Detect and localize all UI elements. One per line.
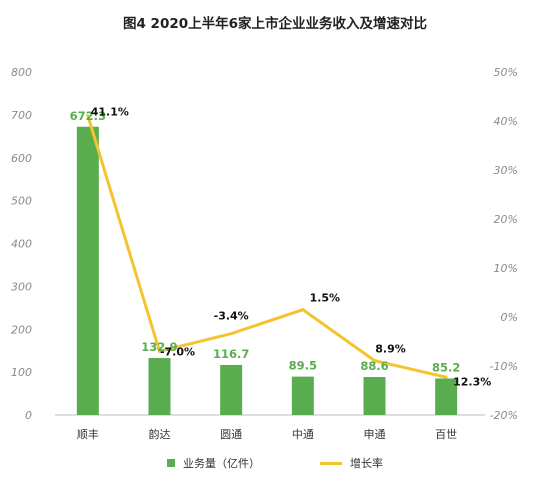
legend-swatch-volume — [167, 459, 175, 467]
bar — [148, 358, 171, 415]
x-tick-label: 圆通 — [220, 428, 242, 441]
y-left-tick-label: 800 — [11, 66, 32, 79]
y-right-tick-label: 0% — [501, 311, 518, 324]
y-right-tick-label: -20% — [490, 409, 518, 422]
growth-data-label: -3.4% — [214, 310, 249, 323]
chart-title: 图4 2020上半年6家上市企业业务收入及增速对比 — [122, 16, 428, 32]
bar-data-label: 89.5 — [289, 359, 317, 373]
x-tick-label: 顺丰 — [77, 428, 99, 441]
legend-label-growth: 增长率 — [350, 457, 383, 470]
y-right-tick-label: 50% — [494, 66, 518, 79]
growth-data-label: 41.1% — [91, 106, 129, 119]
bar-data-label: 672.3 — [70, 109, 106, 123]
legend-item-volume: 业务量（亿件） — [167, 455, 260, 471]
growth-point — [373, 359, 376, 363]
growth-data-label: 12.3% — [453, 375, 491, 388]
bar — [363, 377, 386, 415]
y-right-tick-label: -10% — [490, 360, 518, 373]
growth-point — [301, 308, 305, 312]
y-right-tick-label: 10% — [494, 262, 518, 275]
bar-data-label: 116.7 — [213, 347, 249, 361]
y-left-tick-label: 400 — [11, 238, 32, 251]
growth-data-label: 1.5% — [310, 292, 341, 305]
growth-point — [86, 114, 90, 118]
bar — [220, 364, 243, 415]
bar-data-label: 132.9 — [141, 340, 177, 354]
bar — [76, 126, 99, 415]
chart-legend: 业务量（亿件） 增长率 — [0, 455, 550, 471]
y-left-tick-label: 0 — [25, 409, 32, 422]
bar-data-label: 88.6 — [360, 359, 388, 373]
x-tick-label: 韵达 — [149, 427, 171, 441]
y-right-tick-label: 30% — [494, 164, 518, 177]
y-left-tick-label: 700 — [11, 109, 32, 122]
y-left-tick-label: 300 — [11, 280, 32, 293]
y-left-tick-label: 600 — [11, 152, 32, 165]
growth-data-label: 8.9% — [375, 343, 406, 356]
legend-label-volume: 业务量（亿件） — [183, 457, 260, 470]
y-right-tick-label: 40% — [494, 115, 518, 128]
bar — [291, 376, 314, 415]
bar-data-label: 85.2 — [432, 360, 460, 374]
growth-point — [229, 332, 233, 336]
y-left-tick-label: 200 — [11, 323, 32, 336]
growth-point — [158, 349, 161, 353]
y-left-tick-label: 500 — [11, 195, 32, 208]
legend-swatch-growth — [320, 461, 342, 465]
growth-line — [86, 115, 447, 379]
x-tick-label: 申通 — [364, 428, 386, 441]
bar — [435, 378, 458, 415]
x-tick-label: 百世 — [435, 428, 457, 441]
legend-item-growth: 增长率 — [320, 455, 383, 471]
growth-data-label: -7.0% — [160, 345, 195, 358]
y-left-tick-label: 100 — [11, 366, 32, 379]
y-right-tick-label: 20% — [494, 213, 518, 226]
growth-point — [444, 375, 448, 379]
x-tick-label: 中通 — [292, 428, 314, 441]
